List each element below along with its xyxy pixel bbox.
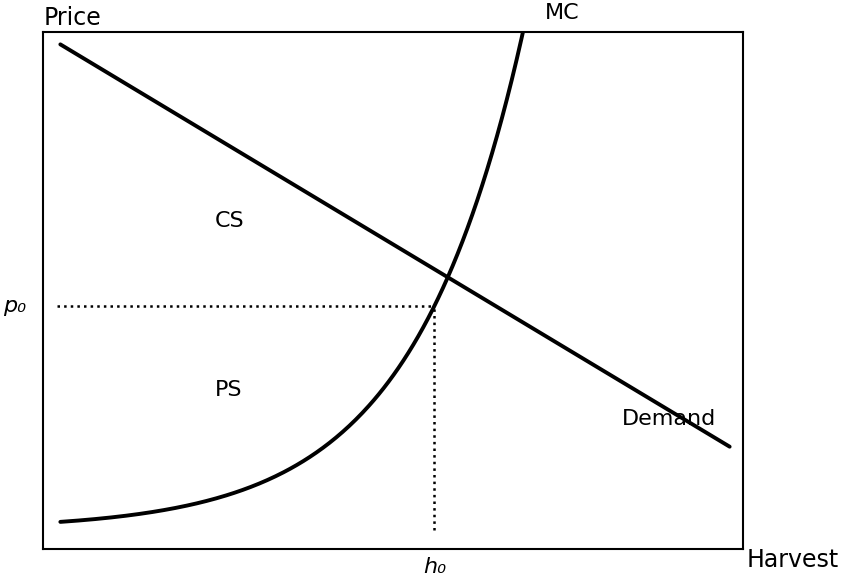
- Text: MC: MC: [545, 3, 580, 23]
- Text: Price: Price: [43, 6, 101, 30]
- Text: p₀: p₀: [3, 296, 26, 316]
- Text: h₀: h₀: [423, 557, 446, 577]
- Text: PS: PS: [215, 380, 242, 400]
- Text: Harvest: Harvest: [747, 549, 839, 572]
- Text: Demand: Demand: [621, 409, 716, 429]
- Text: CS: CS: [215, 211, 244, 231]
